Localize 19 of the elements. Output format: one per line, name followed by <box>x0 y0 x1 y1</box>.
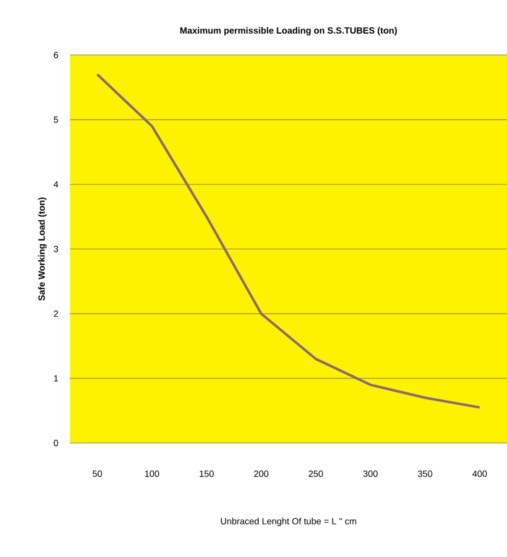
x-tick-label: 100 <box>144 470 159 477</box>
y-tick-label: 6 <box>54 52 58 58</box>
x-axis-title: Unbraced Lenght Of tube = L " cm <box>220 518 356 526</box>
y-tick-label: 0 <box>54 440 58 446</box>
x-tick-label: 350 <box>418 470 432 477</box>
x-tick-label: 400 <box>472 470 487 477</box>
x-tick-label: 150 <box>200 470 214 477</box>
chart-title: Maximum permissible Loading on S.S.TUBES (ton) <box>180 27 397 36</box>
line-series <box>96 73 481 409</box>
y-tick-label: 4 <box>53 181 58 188</box>
y-tick-label: 1 <box>54 375 58 382</box>
y-tick-label: 3 <box>54 246 58 252</box>
x-tick-label: 50 <box>92 470 102 477</box>
y-axis-title: Safe Working Load (ton) <box>38 198 46 301</box>
x-tick-label: 300 <box>363 470 378 477</box>
x-tick-label: 200 <box>254 470 268 477</box>
x-tick-label: 250 <box>308 470 323 477</box>
y-tick-label: 2 <box>54 310 58 317</box>
y-tick-label: 5 <box>54 116 58 123</box>
